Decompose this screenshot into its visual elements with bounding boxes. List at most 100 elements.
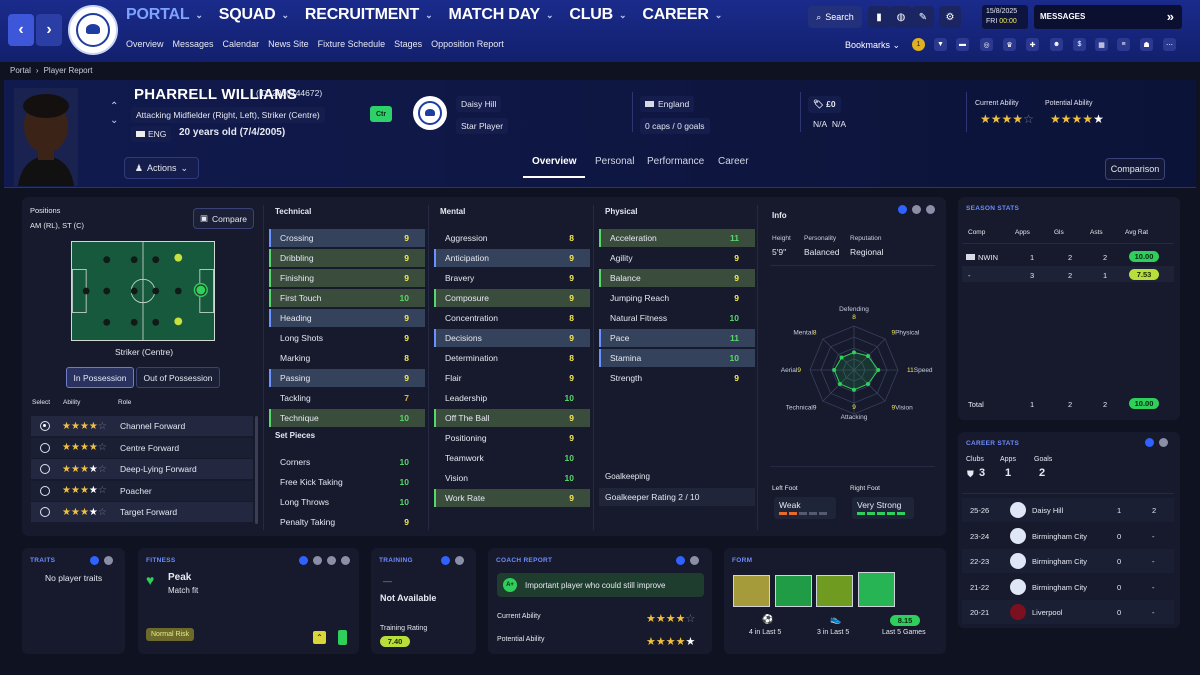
role-row[interactable]: ★★★★☆ Centre Forward [31, 437, 253, 458]
subnav-overview[interactable]: Overview [126, 39, 164, 49]
panel-pager[interactable] [299, 556, 350, 565]
panel-pager[interactable] [90, 556, 113, 565]
contract-badge[interactable]: Ctr [370, 106, 392, 122]
nav-squad[interactable]: SQUAD ⌄ [218, 6, 289, 23]
globe-icon[interactable]: ◎ [980, 38, 993, 51]
attribute-aggression[interactable]: Aggression 8 [445, 233, 574, 243]
back-button[interactable]: ‹ [8, 14, 34, 46]
trophy-icon[interactable]: ♛ [1003, 38, 1016, 51]
role-row[interactable]: ★★★★☆ Target Forward [31, 502, 253, 522]
attribute-heading[interactable]: Heading 9 [269, 309, 425, 327]
out-of-possession-toggle[interactable]: Out of Possession [136, 367, 220, 388]
actions-dropdown[interactable]: ♟ Actions ⌄ [124, 157, 199, 179]
subnav-news-site[interactable]: News Site [268, 39, 309, 49]
attribute-crossing[interactable]: Crossing 9 [269, 229, 425, 247]
career-row[interactable] [962, 549, 1174, 573]
career-club[interactable]: Birmingham City [1032, 531, 1088, 541]
subnav-messages[interactable]: Messages [172, 39, 214, 49]
bookmarks-dropdown[interactable]: Bookmarks ⌄ [845, 40, 901, 50]
card-icon[interactable]: ▬ [956, 38, 969, 51]
attribute-first-touch[interactable]: First Touch 10 [269, 289, 425, 307]
team-icon[interactable]: ☗ [1140, 38, 1153, 51]
role-row[interactable]: ★★★★☆ Deep-Lying Forward [31, 459, 253, 479]
club-crest-icon[interactable] [413, 96, 447, 130]
subnav-calendar[interactable]: Calendar [222, 39, 260, 49]
form-match-block[interactable] [733, 575, 770, 607]
role-radio[interactable] [40, 464, 50, 474]
attribute-stamina[interactable]: Stamina 10 [599, 349, 755, 367]
attribute-agility[interactable]: Agility 9 [610, 253, 739, 263]
staff-icon[interactable]: ☻ [1050, 38, 1063, 51]
career-club[interactable]: Daisy Hill [1032, 506, 1064, 515]
attribute-finishing[interactable]: Finishing 9 [269, 269, 425, 287]
attribute-balance[interactable]: Balance 9 [599, 269, 755, 287]
forward-button[interactable]: › [36, 14, 62, 46]
attribute-marking[interactable]: Marking 8 [280, 353, 409, 363]
panel-pager[interactable] [441, 556, 464, 565]
role-radio[interactable] [40, 507, 50, 517]
role-radio[interactable] [40, 485, 50, 496]
tab-personal[interactable]: Personal [595, 156, 635, 167]
subnav-opposition-report[interactable]: Opposition Report [431, 39, 504, 49]
attribute-free-kick-taking[interactable]: Free Kick Taking 10 [280, 477, 409, 487]
nav-career[interactable]: CAREER ⌄ [642, 6, 723, 23]
previous-player-icon[interactable]: ⌃ [110, 101, 119, 112]
attribute-passing[interactable]: Passing 9 [269, 369, 425, 387]
nav-portal[interactable]: PORTAL ⌄ [126, 6, 203, 23]
subnav-stages[interactable]: Stages [394, 39, 423, 49]
attribute-positioning[interactable]: Positioning 9 [445, 433, 574, 443]
messages-button[interactable]: MESSAGES» [1034, 5, 1182, 29]
in-possession-toggle[interactable]: In Possession [66, 367, 134, 388]
career-row[interactable] [962, 498, 1174, 522]
breadcrumb-portal[interactable]: Portal [10, 66, 31, 75]
form-match-block[interactable] [816, 575, 853, 607]
career-club[interactable]: Liverpool [1032, 608, 1063, 617]
search-button[interactable]: ⌕ Search [808, 6, 862, 28]
panel-pager[interactable] [676, 556, 699, 565]
attribute-bravery[interactable]: Bravery 9 [445, 273, 574, 283]
attribute-decisions[interactable]: Decisions 9 [434, 329, 590, 347]
edit-icon[interactable]: ✎ [912, 6, 934, 28]
attribute-strength[interactable]: Strength 9 [610, 373, 739, 383]
form-match-block[interactable] [774, 575, 812, 607]
role-row[interactable]: ★★★★☆ Poacher [31, 480, 253, 501]
form-match-block[interactable] [857, 572, 895, 607]
subnav-fixture-schedule[interactable]: Fixture Schedule [317, 39, 386, 49]
world-icon[interactable]: ◍ [890, 6, 912, 28]
attribute-concentration[interactable]: Concentration 8 [445, 313, 574, 323]
nav-recruitment[interactable]: RECRUITMENT ⌄ [304, 6, 433, 23]
date-display[interactable]: 15/8/2025 FRI 00:00 [982, 5, 1028, 29]
attribute-determination[interactable]: Determination 8 [445, 353, 574, 363]
comparison-button[interactable]: Comparison [1105, 158, 1165, 180]
attribute-long-throws[interactable]: Long Throws 10 [280, 497, 409, 507]
attribute-off-the-ball[interactable]: Off The Ball 9 [434, 409, 590, 427]
attribute-penalty-taking[interactable]: Penalty Taking 9 [280, 517, 409, 527]
attribute-tackling[interactable]: Tackling 7 [280, 393, 409, 403]
attribute-long-shots[interactable]: Long Shots 9 [280, 333, 409, 343]
attribute-acceleration[interactable]: Acceleration 11 [599, 229, 755, 247]
finance-icon[interactable]: $ [1073, 38, 1086, 51]
tab-career[interactable]: Career [718, 156, 749, 167]
career-club[interactable]: Birmingham City [1032, 582, 1088, 592]
attribute-teamwork[interactable]: Teamwork 10 [445, 453, 574, 463]
bookmark-icon[interactable]: ▮ [868, 6, 890, 28]
career-row[interactable] [962, 600, 1174, 624]
attribute-leadership[interactable]: Leadership 10 [445, 393, 574, 403]
nav-club[interactable]: CLUB ⌄ [569, 6, 627, 23]
compare-button[interactable]: ▣ Compare [193, 208, 254, 229]
role-radio[interactable] [40, 442, 50, 453]
attribute-natural-fitness[interactable]: Natural Fitness 10 [610, 313, 739, 323]
attribute-composure[interactable]: Composure 9 [434, 289, 590, 307]
panel-pager[interactable] [898, 205, 935, 214]
attribute-flair[interactable]: Flair 9 [445, 373, 574, 383]
settings-gear-icon[interactable]: ⚙ [939, 6, 961, 28]
role-scrollbar[interactable] [255, 416, 258, 524]
attribute-pace[interactable]: Pace 11 [599, 329, 755, 347]
calendar-icon[interactable]: ▦ [1095, 38, 1108, 51]
database-icon[interactable]: ≡ [1117, 38, 1130, 51]
tab-performance[interactable]: Performance [647, 156, 705, 167]
attribute-vision[interactable]: Vision 10 [445, 473, 574, 483]
shirt-icon[interactable]: ▼ [934, 38, 947, 51]
medical-icon[interactable]: ✚ [1026, 38, 1039, 51]
attribute-dribbling[interactable]: Dribbling 9 [269, 249, 425, 267]
